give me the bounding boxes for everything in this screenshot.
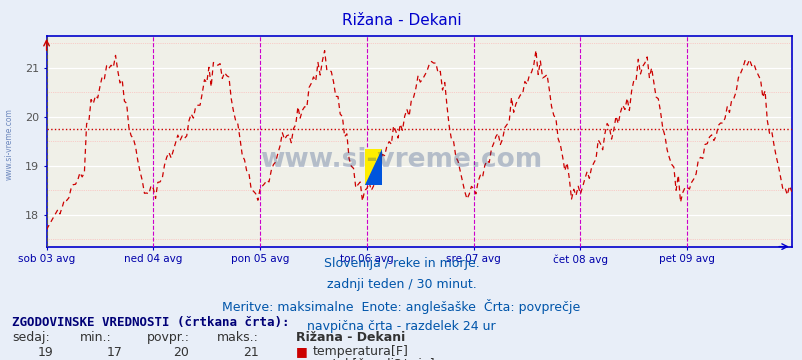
- Text: -nan: -nan: [26, 359, 54, 360]
- Text: 21: 21: [242, 346, 258, 359]
- Text: -nan: -nan: [94, 359, 122, 360]
- Text: -nan: -nan: [160, 359, 188, 360]
- Text: -nan: -nan: [230, 359, 258, 360]
- Text: min.:: min.:: [80, 331, 112, 344]
- Text: sedaj:: sedaj:: [12, 331, 50, 344]
- Text: maks.:: maks.:: [217, 331, 258, 344]
- Text: navpična črta - razdelek 24 ur: navpična črta - razdelek 24 ur: [307, 320, 495, 333]
- Polygon shape: [365, 149, 382, 185]
- Text: Rižana - Dekani: Rižana - Dekani: [342, 13, 460, 28]
- Text: pretok[čevelj3/min]: pretok[čevelj3/min]: [313, 358, 435, 360]
- Polygon shape: [365, 149, 382, 185]
- Text: Slovenija / reke in morje.: Slovenija / reke in morje.: [323, 257, 479, 270]
- Text: www.si-vreme.com: www.si-vreme.com: [260, 147, 542, 173]
- Text: ■: ■: [295, 345, 307, 358]
- Text: zadnji teden / 30 minut.: zadnji teden / 30 minut.: [326, 278, 476, 291]
- Text: 17: 17: [106, 346, 122, 359]
- Text: temperatura[F]: temperatura[F]: [313, 345, 408, 358]
- Text: 19: 19: [38, 346, 54, 359]
- Text: ■: ■: [295, 358, 307, 360]
- Text: 20: 20: [172, 346, 188, 359]
- Text: www.si-vreme.com: www.si-vreme.com: [5, 108, 14, 180]
- Text: povpr.:: povpr.:: [147, 331, 190, 344]
- Text: ZGODOVINSKE VREDNOSTI (črtkana črta):: ZGODOVINSKE VREDNOSTI (črtkana črta):: [12, 316, 290, 329]
- Text: Rižana - Dekani: Rižana - Dekani: [295, 331, 404, 344]
- Text: Meritve: maksimalne  Enote: anglešaške  Črta: povprečje: Meritve: maksimalne Enote: anglešaške Čr…: [222, 299, 580, 314]
